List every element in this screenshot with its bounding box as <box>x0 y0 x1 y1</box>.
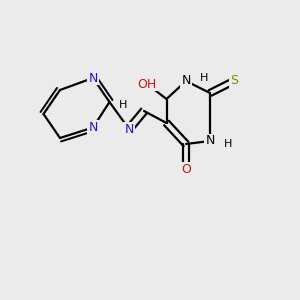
Text: H: H <box>119 100 127 110</box>
Text: H: H <box>200 73 208 83</box>
Text: N: N <box>181 74 191 88</box>
Text: N: N <box>88 71 98 85</box>
Text: O: O <box>181 163 191 176</box>
Text: H: H <box>224 139 232 149</box>
Text: OH: OH <box>137 77 157 91</box>
Text: N: N <box>88 121 98 134</box>
Text: S: S <box>230 74 238 88</box>
Text: N: N <box>124 122 134 136</box>
Text: N: N <box>205 134 215 148</box>
